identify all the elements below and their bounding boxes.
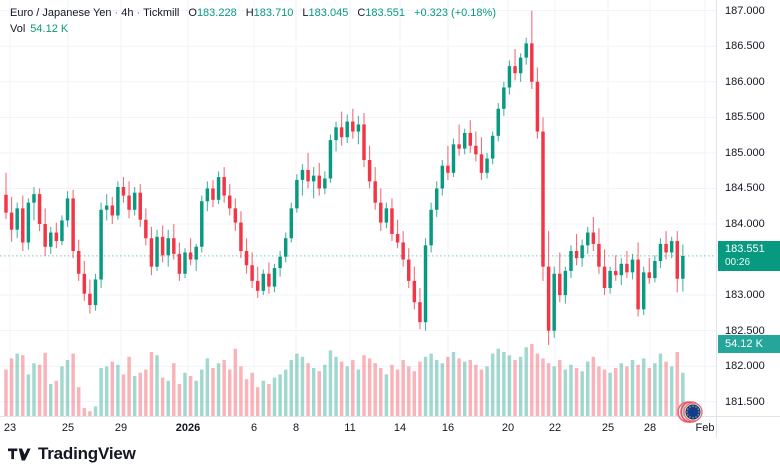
legend-ohlc-high: H183.710 [246, 6, 294, 20]
tradingview-wordmark: TradingView [38, 444, 136, 463]
legend-change: +0.323 (+0.18%) [414, 7, 496, 19]
volume-badge[interactable]: 54.12 K [718, 335, 780, 353]
price-axis[interactable]: 187.000 186.500 186.000 185.500 185.000 184.5… [716, 0, 780, 416]
last-price-badge[interactable]: 183.551 00:26 [718, 240, 780, 271]
last-price-value: 183.551 [725, 242, 765, 255]
price-axis-tick: 181.500 [725, 395, 765, 408]
tradingview-logo[interactable]: TradingView [8, 444, 136, 464]
legend-symbol[interactable]: Euro / Japanese Yen [10, 7, 112, 19]
time-axis-tick: 2026 [175, 422, 201, 434]
volume-bars [4, 344, 685, 416]
chart-legend: Euro / Japanese Yen · 4h · Tickmill O183… [10, 6, 496, 36]
price-axis-tick: 182.000 [725, 360, 765, 373]
legend-ohlc-open: O183.228 [188, 6, 236, 20]
legend-ohlc-low-value: 183.045 [308, 7, 349, 19]
price-axis-tick: 185.500 [725, 111, 765, 124]
time-axis-tick: 20 [501, 422, 515, 434]
price-axis-tick: 184.500 [725, 182, 765, 195]
legend-ohlc-close-key: C [357, 7, 366, 19]
legend-row-symbol: Euro / Japanese Yen · 4h · Tickmill O183… [10, 6, 496, 20]
price-axis-tick: 186.000 [725, 75, 765, 88]
chart-footer: TradingView [0, 438, 780, 470]
price-axis-tick: 182.500 [725, 324, 765, 337]
bar-countdown: 00:26 [725, 256, 751, 268]
time-axis-tick: 11 [344, 422, 356, 434]
legend-interval[interactable]: 4h [121, 7, 134, 19]
legend-separator-1: · [114, 7, 119, 19]
candlestick-series [4, 10, 685, 345]
horizontal-gridlines [0, 10, 716, 403]
candlestick-chart [0, 0, 716, 416]
legend-ohlc-open-key: O [188, 7, 197, 19]
price-axis-tick: 186.500 [725, 40, 765, 53]
time-axis-tick: 16 [441, 422, 455, 434]
time-axis-tick: 29 [114, 422, 128, 434]
legend-row-volume: Vol 54.12 K [10, 22, 496, 36]
price-axis-tick: 187.000 [725, 4, 765, 17]
legend-ohlc-high-value: 183.710 [253, 7, 294, 19]
legend-ohlc-close: C183.551 [357, 6, 405, 20]
tradingview-mark-icon [8, 448, 31, 460]
legend-ohlc-open-value: 183.228 [196, 7, 237, 19]
time-axis-tick: Feb [695, 422, 715, 434]
chart-plot-area[interactable] [0, 0, 716, 416]
legend-ohlc-low-key: L [302, 7, 309, 19]
time-axis-tick: 25 [61, 422, 75, 434]
time-axis-tick: 25 [601, 422, 615, 434]
time-axis-tick: 6 [250, 422, 258, 434]
time-axis-tick: 14 [393, 422, 407, 434]
vertical-gridlines [9, 0, 706, 416]
time-axis-tick: 22 [548, 422, 562, 434]
legend-ohlc-close-value: 183.551 [365, 7, 406, 19]
price-axis-tick: 185.000 [725, 146, 765, 159]
currency-pair-flag-icon [676, 400, 706, 424]
price-axis-tick: 184.000 [725, 218, 765, 230]
legend-ohlc-high-key: H [245, 7, 254, 19]
legend-volume-label[interactable]: Vol [10, 23, 26, 35]
legend-ohlc-low: L183.045 [302, 6, 348, 20]
time-axis-tick: 28 [643, 422, 657, 434]
price-axis-tick: 183.000 [725, 289, 765, 302]
time-axis[interactable]: 23 25 29 2026 6 8 11 14 16 20 22 25 28 Feb [0, 416, 716, 439]
time-axis-tick: 23 [3, 422, 17, 434]
axis-corner [716, 416, 780, 438]
time-axis-tick: 8 [292, 422, 300, 434]
legend-separator-2: · [136, 7, 141, 19]
legend-volume-value: 54.12 K [30, 23, 69, 35]
legend-source[interactable]: Tickmill [143, 7, 180, 19]
